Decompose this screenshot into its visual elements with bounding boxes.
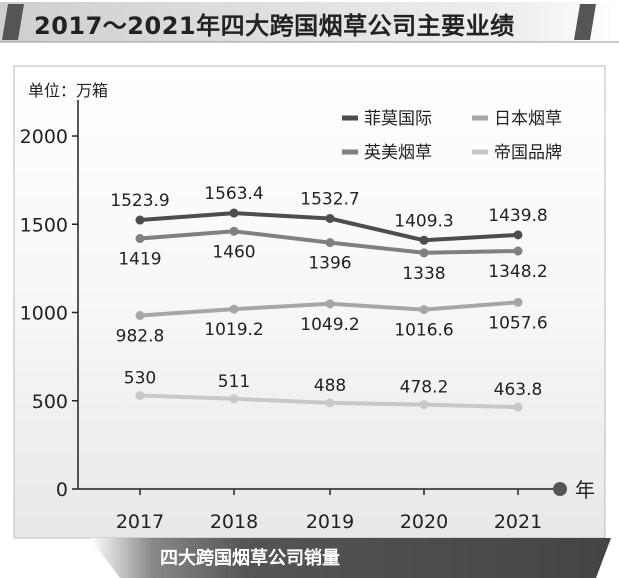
title-bar	[0, 0, 619, 44]
data-label: 1396	[308, 254, 351, 274]
data-label: 1419	[118, 250, 161, 270]
legend-label: 帝国品牌	[494, 143, 562, 163]
data-point	[513, 246, 523, 256]
legend-label: 日本烟草	[494, 109, 562, 129]
data-point	[325, 299, 335, 309]
data-point	[419, 400, 429, 410]
x-tick-label: 2019	[306, 511, 354, 533]
y-tick-label: 1000	[20, 303, 68, 325]
data-label: 1348.2	[488, 262, 547, 282]
data-label: 1460	[212, 242, 255, 262]
data-point	[419, 305, 429, 315]
data-point	[325, 398, 335, 408]
x-axis-end-dot	[553, 482, 567, 496]
data-point	[419, 235, 429, 245]
data-point	[325, 238, 335, 248]
x-tick-label: 2020	[400, 511, 448, 533]
data-point	[513, 402, 523, 412]
title-bar-graphic	[0, 2, 619, 43]
data-label: 511	[218, 372, 250, 392]
data-point	[135, 390, 145, 400]
data-point	[135, 215, 145, 225]
data-label: 1409.3	[394, 211, 453, 231]
data-point	[419, 248, 429, 258]
footer-title: 四大跨国烟草公司销量	[160, 548, 340, 569]
x-tick-label: 2021	[494, 511, 542, 533]
data-label: 1016.6	[394, 321, 453, 341]
data-label: 982.8	[116, 327, 165, 347]
data-point	[229, 226, 239, 236]
x-tick-label: 2018	[210, 511, 258, 533]
data-point	[135, 311, 145, 321]
data-point	[229, 208, 239, 218]
data-label: 1563.4	[204, 184, 263, 204]
series-layer: 1523.9 1563.4 1532.7 1409.3 1439.8 1419 1460 13…	[110, 184, 548, 412]
data-point	[513, 297, 523, 307]
axes: 年 单位：万箱 0 500 1000 1500 2000 2017 2018 2019 2020 20…	[20, 81, 595, 533]
data-label: 1019.2	[204, 320, 263, 340]
data-label: 463.8	[494, 380, 543, 400]
data-label: 1523.9	[110, 191, 169, 211]
x-unit-label: 年	[575, 478, 595, 502]
data-point	[325, 213, 335, 223]
data-point	[229, 394, 239, 404]
y-tick-label: 2000	[20, 126, 68, 148]
data-point	[135, 234, 145, 244]
legend-label: 菲莫国际	[364, 109, 432, 129]
data-label: 530	[124, 368, 156, 388]
y-tick-label: 500	[32, 391, 68, 413]
footer-banner	[90, 538, 611, 578]
data-label: 1338	[402, 264, 445, 284]
y-tick-label: 0	[56, 479, 68, 501]
data-label: 1049.2	[300, 315, 359, 335]
page-title: 2017～2021年四大跨国烟草公司主要业绩	[34, 12, 515, 40]
data-point	[513, 230, 523, 240]
y-tick-label: 1500	[20, 214, 68, 236]
data-label: 1532.7	[300, 189, 359, 209]
data-label: 488	[314, 376, 346, 396]
data-label: 1057.6	[488, 313, 547, 333]
x-tick-label: 2017	[116, 511, 164, 533]
data-label: 1439.8	[488, 206, 547, 226]
y-unit-label: 单位：万箱	[28, 81, 108, 100]
legend-label: 英美烟草	[364, 143, 432, 163]
data-label: 478.2	[400, 378, 449, 398]
data-point	[229, 304, 239, 314]
